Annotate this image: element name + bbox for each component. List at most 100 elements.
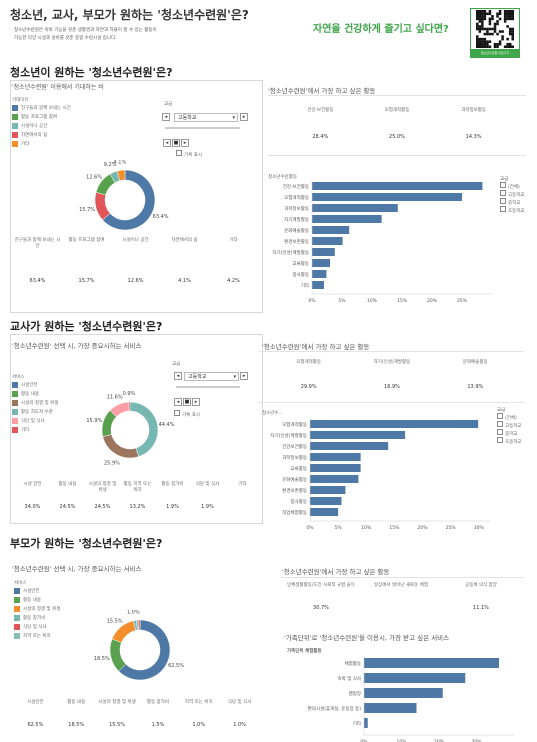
legend-item[interactable]: 기타	[12, 139, 71, 148]
bar[interactable]	[310, 442, 389, 450]
filter-checkbox-item[interactable]: 고등학교	[497, 421, 522, 429]
bar[interactable]	[312, 204, 398, 212]
legend-item[interactable]: 시설의 청결 및 위생	[14, 604, 60, 613]
qr-module	[486, 27, 489, 31]
legend-item[interactable]: 활동 지도자 수준	[12, 407, 58, 416]
prev-icon[interactable]: ◂	[174, 372, 182, 380]
youth-play-back[interactable]: ◂	[163, 139, 171, 147]
donut-slice[interactable]	[128, 401, 131, 412]
donut-slice[interactable]	[102, 434, 139, 459]
bar-category-label: 건강보건활동	[282, 443, 307, 450]
bar[interactable]	[364, 658, 499, 668]
table-header: 친구들과 함께 보내는 시간	[14, 238, 61, 249]
bar-category-label: 문화예술활동	[284, 227, 309, 234]
table-header: 문화예술활동	[462, 360, 488, 365]
teacher-slider[interactable]	[176, 386, 240, 388]
youth-history-checkbox[interactable]: 기록 표시	[176, 150, 202, 158]
legend-item[interactable]: 자연에서의 쉼	[12, 130, 71, 139]
bar[interactable]	[312, 237, 343, 245]
teacher-filter-select[interactable]: 고등학교 ▾	[184, 372, 239, 381]
bar[interactable]	[310, 475, 359, 483]
donut-slice[interactable]	[137, 619, 141, 631]
bar[interactable]	[310, 508, 339, 516]
legend-label: 활동 지도자 수준	[21, 409, 53, 415]
next-icon[interactable]: ▸	[240, 372, 248, 380]
bar[interactable]	[310, 420, 479, 428]
bar-category-label: 자기(인성)계발활동	[270, 432, 307, 439]
teacher-play-back[interactable]: ◂	[174, 398, 182, 406]
youth-table: 친구들과 함께 보내는 시간 63.4% 활동 프로그램 참여 15.7% 시설이나 공…	[14, 238, 259, 308]
filter-checkbox-item[interactable]: (전체)	[500, 182, 525, 190]
filter-checkbox-item[interactable]: (전체)	[497, 413, 522, 421]
donut-label: 4.1%	[114, 160, 127, 165]
donut-label: 62.5%	[168, 663, 184, 669]
legend-label: 시설안전	[21, 382, 38, 388]
legend-item[interactable]: 시설안전	[14, 586, 60, 595]
bar[interactable]	[364, 673, 466, 683]
legend-item[interactable]: 시설안전	[12, 380, 58, 389]
youth-play[interactable]: ▸	[181, 139, 189, 147]
legend-item[interactable]: 활동 내용	[14, 595, 60, 604]
qr-module	[503, 20, 507, 23]
bar[interactable]	[312, 226, 350, 234]
legend-item[interactable]: 시설의 청결 및 위생	[12, 398, 58, 407]
qr-module	[481, 40, 484, 43]
filter-checkbox-item[interactable]: 초등학교	[500, 206, 525, 214]
qr-module	[488, 32, 492, 36]
checkbox-icon	[500, 190, 506, 196]
bar[interactable]	[312, 248, 335, 256]
filter-checkbox-item[interactable]: 초등학교	[497, 437, 522, 445]
donut-label: 44.4%	[159, 422, 175, 428]
teacher-filter-value: 고등학교	[188, 374, 207, 380]
bar[interactable]	[312, 270, 327, 278]
bar[interactable]	[364, 688, 443, 698]
donut-slice[interactable]	[109, 638, 127, 672]
prev-icon[interactable]: ◂	[162, 113, 170, 121]
qr-module	[483, 27, 487, 31]
donut-slice[interactable]	[116, 169, 126, 181]
qr-module	[483, 15, 487, 18]
legend-item[interactable]: 지역 또는 위치	[14, 631, 60, 640]
bar[interactable]	[312, 281, 324, 289]
bar[interactable]	[310, 497, 342, 505]
legend-item[interactable]: 활동 참가비	[14, 613, 60, 622]
table-cell: 24.5%	[94, 504, 111, 510]
bar-category-label: 과학정보활동	[282, 454, 307, 461]
youth-stop[interactable]: ■	[172, 139, 180, 147]
bar[interactable]	[312, 193, 462, 201]
bar[interactable]	[310, 431, 406, 439]
qr-module	[506, 17, 509, 21]
next-icon[interactable]: ▸	[240, 113, 248, 121]
filter-checkbox-item[interactable]: 중학교	[497, 429, 522, 437]
teacher-table: 시설 안전 34.0% 활동 내용 24.5% 시설의 청결 및 위생 24.5% 활동 지…	[16, 482, 261, 518]
legend-item[interactable]: 활동 내용	[12, 389, 58, 398]
qr-code[interactable]: 청소년수련원 바로가기	[470, 8, 520, 58]
filter-checkbox-item[interactable]: 중학교	[500, 198, 525, 206]
bar[interactable]	[364, 718, 368, 728]
donut-label: 15.7%	[79, 207, 95, 213]
legend-item[interactable]: 식당 및 식사	[14, 622, 60, 631]
teacher-play[interactable]: ▸	[192, 398, 200, 406]
bar[interactable]	[310, 464, 361, 472]
legend-item[interactable]: 식당 및 식사	[12, 416, 58, 425]
qr-module	[481, 22, 484, 26]
youth-bar-title: 청소년수련활동	[268, 175, 297, 180]
bar[interactable]	[310, 486, 346, 494]
legend-item[interactable]: 활동 프로그램 참여	[12, 112, 71, 121]
teacher-stop[interactable]: ■	[183, 398, 191, 406]
teacher-history-checkbox[interactable]: 기록 표시	[174, 410, 200, 418]
legend-item[interactable]: 친구들과 함께 보내는 시간	[12, 103, 71, 112]
bar[interactable]	[312, 215, 382, 223]
bar[interactable]	[364, 703, 417, 713]
bar[interactable]	[312, 259, 330, 267]
qr-module	[478, 25, 482, 28]
bar[interactable]	[310, 453, 361, 461]
legend-item[interactable]: 기타	[12, 425, 58, 434]
bar[interactable]	[312, 182, 483, 190]
table-header: 식당 및 식사	[195, 482, 220, 487]
youth-filter-select[interactable]: 고등학교 ▾	[174, 113, 238, 122]
legend-item[interactable]: 시설이나 공간	[12, 121, 71, 130]
donut-slice[interactable]	[102, 169, 156, 231]
filter-checkbox-item[interactable]: 고등학교	[500, 190, 525, 198]
youth-slider[interactable]	[165, 127, 240, 129]
